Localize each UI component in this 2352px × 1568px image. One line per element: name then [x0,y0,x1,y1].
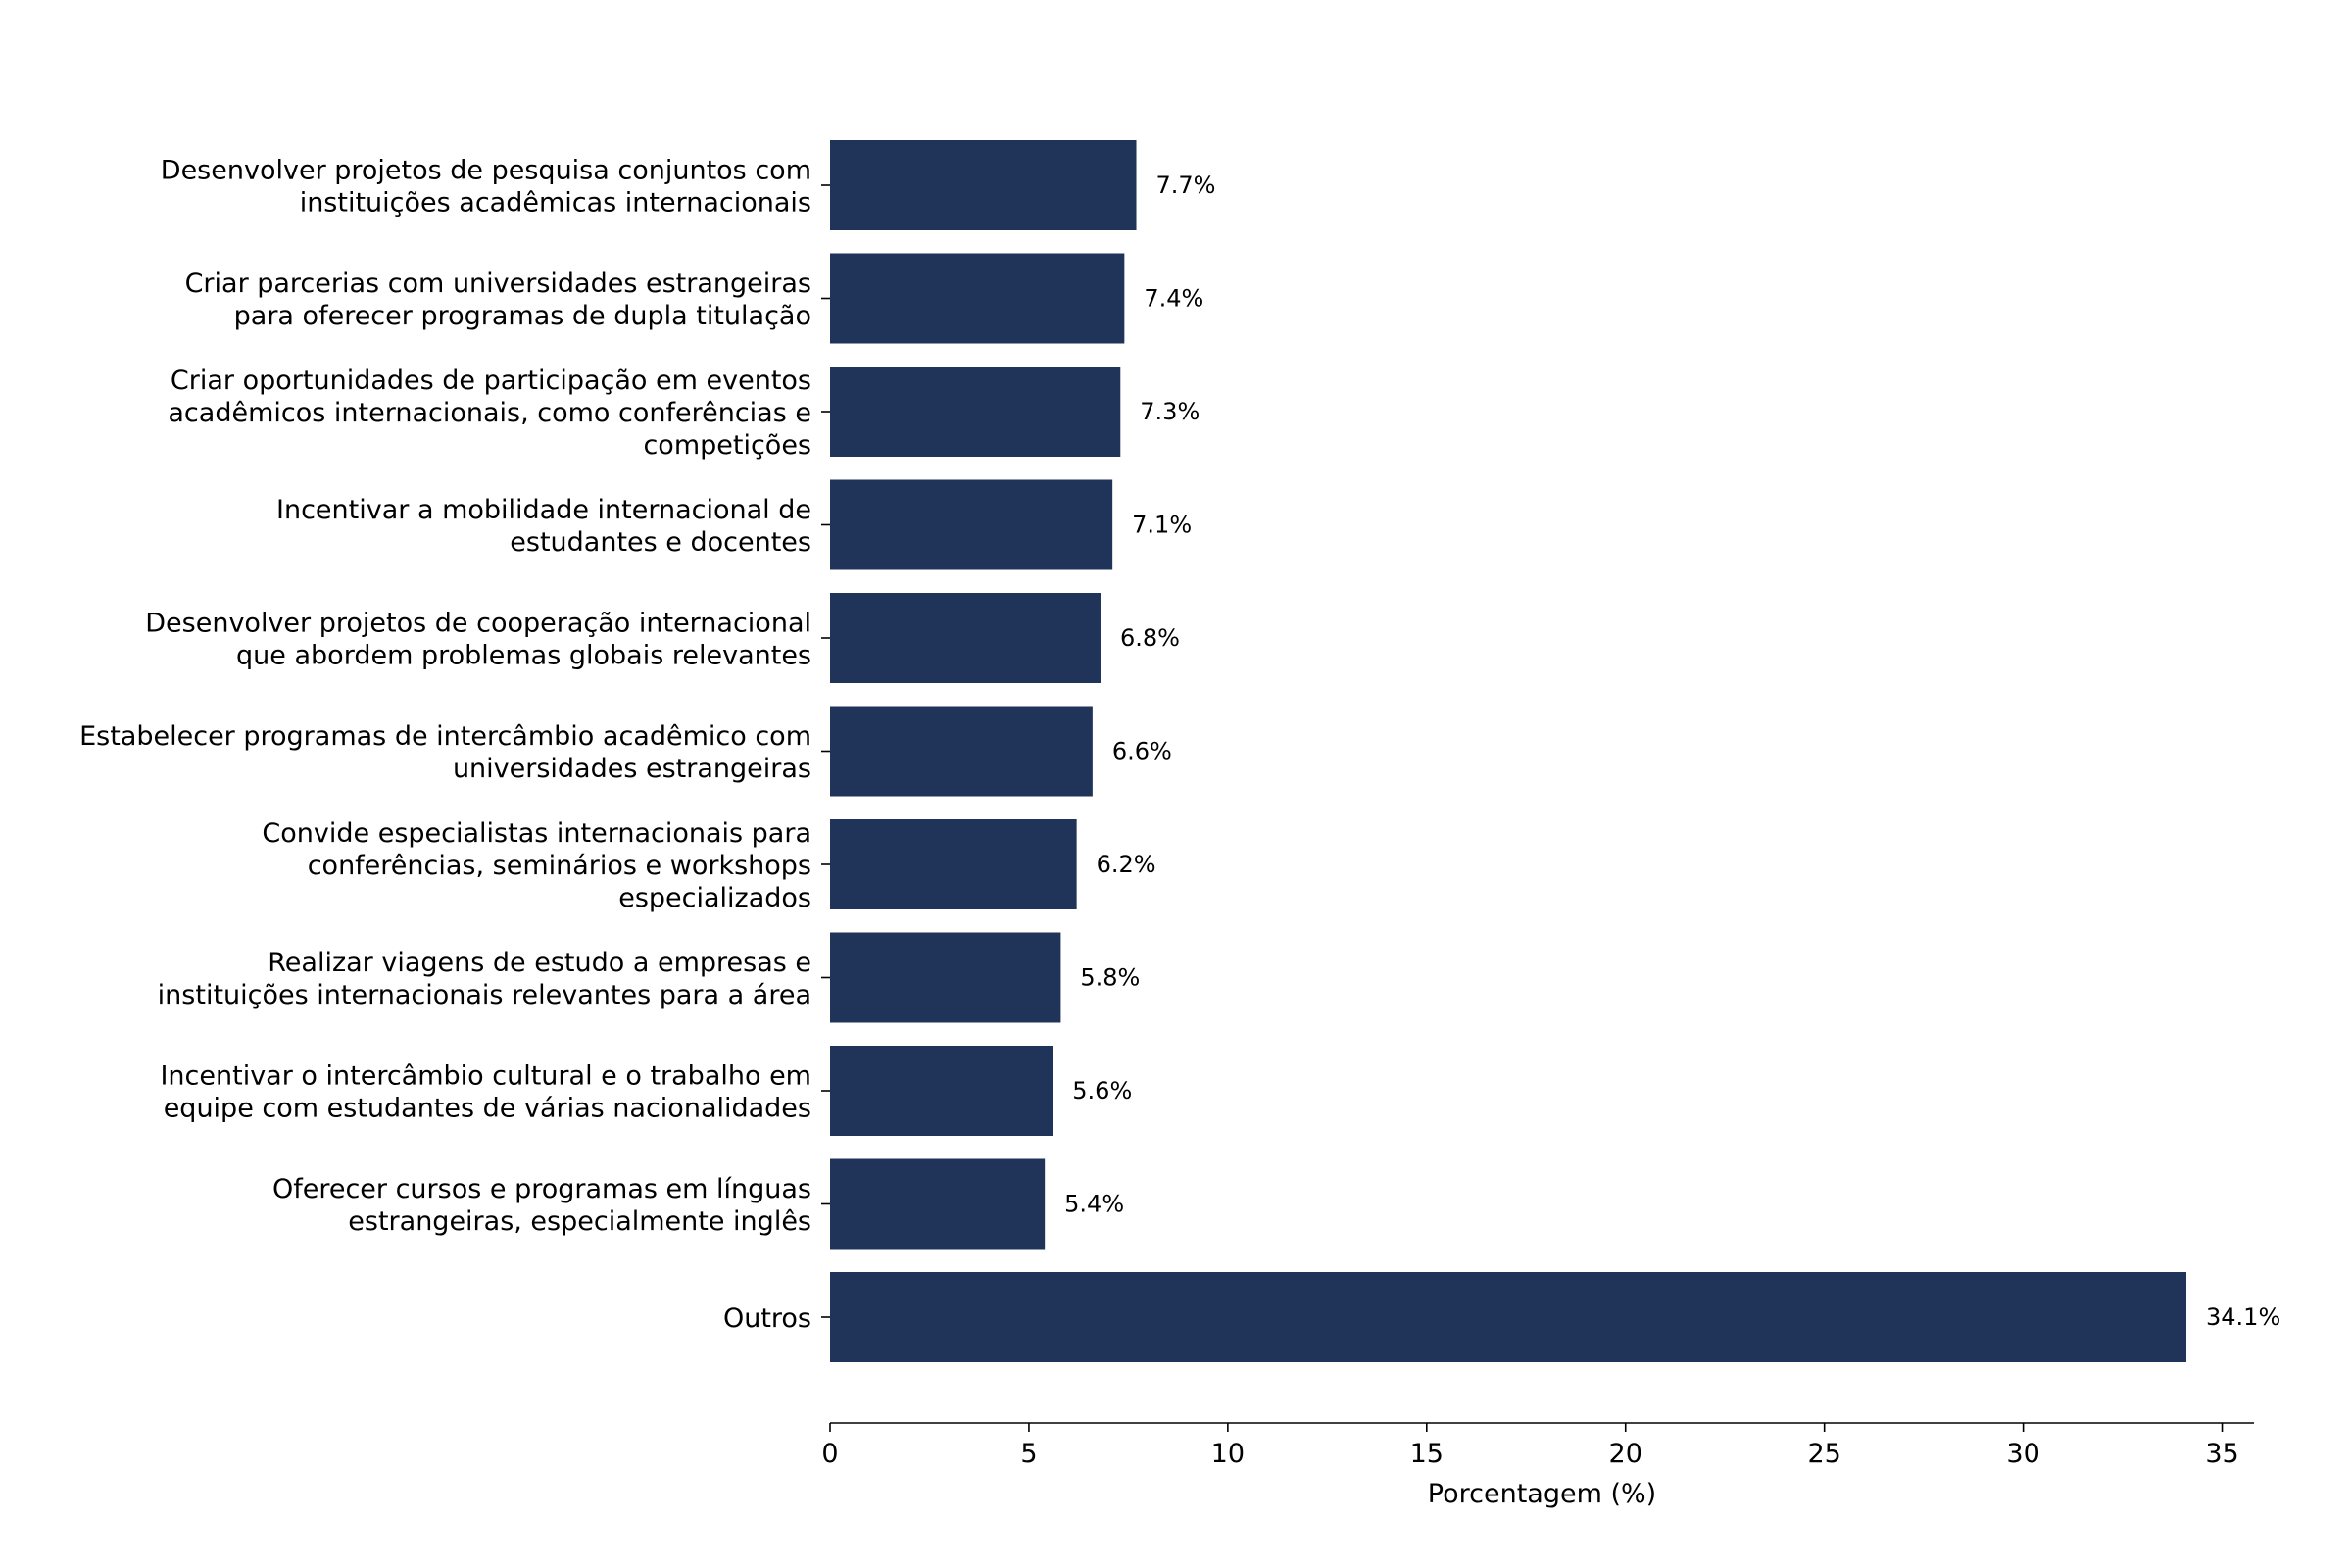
bar-value-label: 6.8% [1120,624,1180,652]
category-label-line: Estabelecer programas de intercâmbio aca… [79,721,811,752]
category-label-line: competições [643,430,811,461]
bar-value-label: 5.8% [1080,964,1140,992]
category-label-line: estrangeiras, especialmente inglês [348,1206,811,1237]
bar [830,932,1061,1023]
x-axis: 0 5 10 15 20 25 30 35 [821,1422,2254,1469]
category-label: Convide especialistas internacionais par… [262,818,811,913]
x-tick-label: 0 [821,1439,838,1469]
bar-value-label: 7.3% [1140,398,1200,425]
category-label-line: equipe com estudantes de várias nacional… [164,1094,811,1124]
bar-value-label: 5.4% [1064,1191,1124,1218]
y-axis: Desenvolver projetos de pesquisa conjunt… [79,156,830,1334]
category-label-line: Incentivar a mobilidade internacional de [276,495,811,525]
category-label: Criar oportunidades de participação em e… [168,366,811,461]
category-label: Desenvolver projetos de pesquisa conjunt… [161,156,811,219]
bar [830,479,1113,570]
bar-value-label: 6.6% [1112,738,1172,765]
bar [830,140,1137,230]
category-label: Criar parcerias com universidades estran… [185,269,811,331]
bar [830,1046,1054,1136]
bar-value-label: 7.4% [1144,285,1203,313]
category-label: Incentivar o intercâmbio cultural e o tr… [160,1061,811,1124]
bar [830,706,1093,797]
category-label: Incentivar a mobilidade internacional de… [276,495,811,558]
x-tick-label: 25 [1807,1439,1840,1469]
category-label-line: Criar oportunidades de participação em e… [171,366,811,396]
bar [830,819,1077,909]
category-label-line: Outros [723,1303,811,1334]
category-label-line: instituições internacionais relevantes p… [158,980,811,1010]
category-label-line: acadêmicos internacionais, como conferên… [168,398,811,428]
x-tick-label: 30 [2006,1439,2039,1469]
category-label-line: Desenvolver projetos de cooperação inter… [145,609,811,639]
category-label-line: Oferecer cursos e programas em línguas [272,1174,811,1204]
category-label-line: Criar parcerias com universidades estran… [185,269,811,299]
x-tick-label: 10 [1211,1439,1245,1469]
category-label-line: conferências, seminários e workshops [308,851,811,881]
category-label-line: Convide especialistas internacionais par… [262,818,811,849]
category-label: Outros [723,1303,811,1334]
bar-value-label: 34.1% [2206,1303,2280,1331]
x-tick-label: 20 [1609,1439,1642,1469]
bar [830,1272,2187,1362]
x-tick-label: 35 [2205,1439,2238,1469]
category-label-line: que abordem problemas globais relevantes [236,641,811,671]
category-label-line: instituições acadêmicas internacionais [300,188,811,219]
bar-value-label: 7.7% [1156,172,1216,199]
category-label: Estabelecer programas de intercâmbio aca… [79,721,811,784]
bars-group: 7.7% 7.4% 7.3% 7.1% 6.8% 6.6% 6.2% 5.8% 5.6% 5.4%… [830,140,2280,1362]
bar-value-label: 7.1% [1132,512,1192,539]
bar [830,367,1121,457]
category-label-line: universidades estrangeiras [453,754,811,784]
bar [830,593,1101,683]
bar [830,1158,1046,1250]
x-tick-label: 15 [1410,1439,1444,1469]
bar-value-label: 6.2% [1097,851,1156,878]
bar [830,253,1125,344]
category-label: Desenvolver projetos de cooperação inter… [145,609,811,671]
category-label-line: especializados [618,883,811,913]
category-label-line: Incentivar o intercâmbio cultural e o tr… [160,1061,811,1092]
x-tick-label: 5 [1020,1439,1037,1469]
category-label-line: Desenvolver projetos de pesquisa conjunt… [161,156,811,186]
category-label-line: estudantes e docentes [510,527,811,558]
category-label-line: para oferecer programas de dupla titulaç… [234,301,811,331]
category-label-line: Realizar viagens de estudo a empresas e [268,948,811,978]
category-label: Oferecer cursos e programas em línguas es… [272,1174,811,1237]
bar-value-label: 5.6% [1072,1077,1132,1104]
x-axis-title: Porcentagem (%) [1428,1479,1656,1509]
